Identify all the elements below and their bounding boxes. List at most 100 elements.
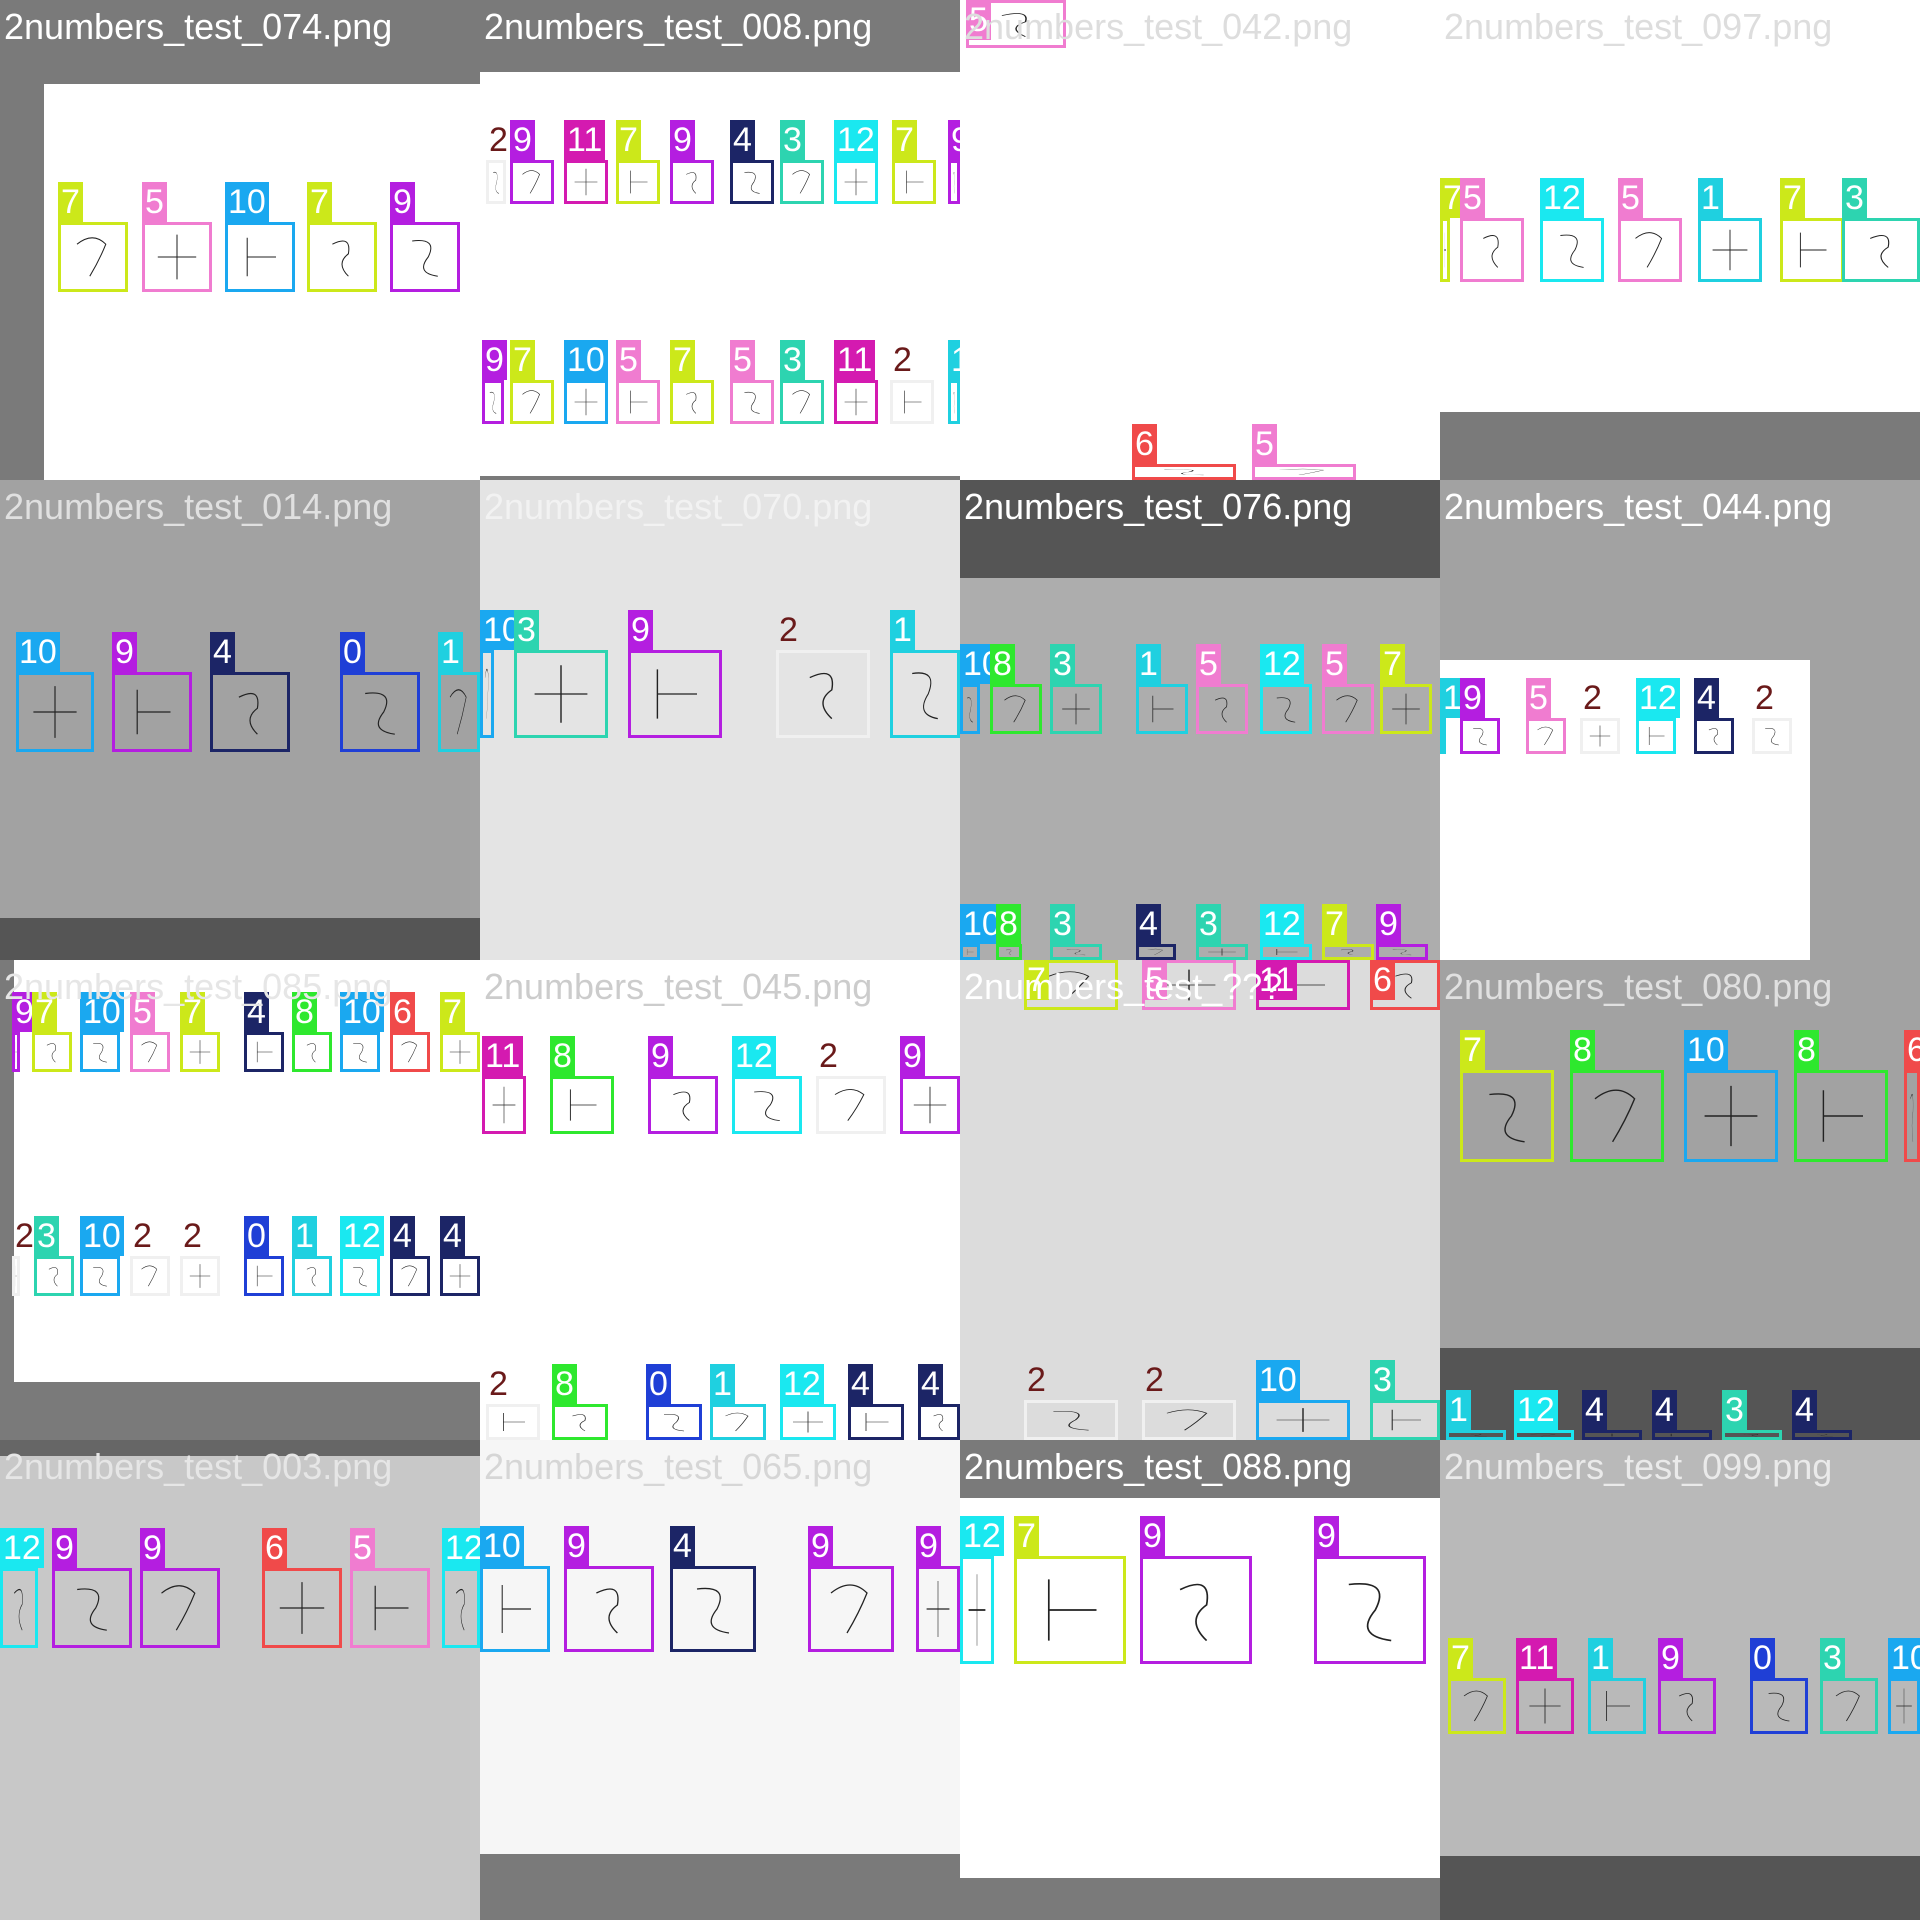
handwritten-digit — [792, 170, 810, 194]
handwritten-digit — [141, 1265, 158, 1287]
image-tile[interactable]: 2numbers_test_099.png 7 11 1 9 0 3 10 — [1440, 1440, 1920, 1920]
handwritten-digit — [1444, 232, 1446, 268]
image-tile[interactable]: 2numbers_test_076.png 10 8 3 1 5 12 5 7 10 8 3 4 3 12 7… — [960, 480, 1440, 960]
class-label: 4 — [1694, 678, 1719, 718]
handwritten-digit — [412, 240, 438, 277]
handwritten-digit — [569, 1089, 597, 1121]
detection-box — [438, 672, 480, 752]
handwritten-digit — [574, 168, 598, 196]
detection-box — [1516, 1678, 1574, 1734]
detection-box — [1588, 1678, 1646, 1734]
handwritten-digit — [1164, 469, 1204, 476]
class-label: 9 — [564, 1526, 589, 1566]
class-label: 9 — [1658, 1638, 1683, 1678]
class-label: 4 — [440, 1216, 465, 1256]
handwritten-digit — [1869, 235, 1890, 268]
detection-box — [1460, 218, 1524, 282]
image-tile[interactable]: 2numbers_test_074.png 7 5 10 7 9 — [0, 0, 480, 480]
detection-box — [616, 160, 660, 204]
detection-box — [834, 380, 878, 424]
handwritten-digit — [1340, 949, 1354, 956]
class-label: 7 — [892, 120, 917, 160]
class-label: 12 — [960, 1516, 1004, 1556]
handwritten-digit — [1208, 948, 1236, 956]
image-tile[interactable]: 2numbers_test_044.png 1 9 5 2 12 4 2 — [1440, 480, 1920, 960]
class-label: 2 — [819, 1037, 838, 1075]
handwritten-digit — [1166, 1409, 1208, 1431]
image-tile[interactable]: 2numbers_test_088.png 12 7 9 9 — [960, 1440, 1440, 1920]
detection-box — [1780, 218, 1844, 282]
handwritten-digit — [374, 1585, 409, 1631]
handwritten-digit — [754, 1091, 780, 1122]
detection-box — [1196, 944, 1248, 960]
handwritten-digit — [14, 1588, 23, 1631]
detection-box — [1460, 718, 1500, 754]
detection-box — [180, 1256, 220, 1296]
detection-box — [262, 1568, 342, 1648]
handwritten-digit — [492, 1086, 516, 1124]
detection-box — [990, 684, 1042, 734]
class-label: 0 — [340, 632, 365, 672]
handwritten-digit — [1062, 693, 1090, 725]
class-label: 9 — [648, 1036, 673, 1076]
handwritten-digit — [1047, 1579, 1097, 1641]
handwritten-digit — [93, 1266, 107, 1287]
class-label: 1 — [948, 340, 960, 380]
class-label: 3 — [1370, 1360, 1395, 1400]
class-label: 4 — [244, 992, 269, 1032]
handwritten-digit — [1635, 232, 1663, 268]
image-tile[interactable]: 2numbers_test_085.png 9 7 10 5 7 4 8 10 6 7 2 3 10 2 2 0… — [0, 960, 480, 1440]
detection-box — [730, 160, 774, 204]
class-label: 10 — [1256, 1360, 1300, 1400]
handwritten-digit — [844, 168, 868, 196]
detection-box — [1376, 944, 1428, 960]
detection-box — [140, 1568, 220, 1648]
image-tile[interactable]: 2numbers_test_042.png 5 6 5 — [960, 0, 1440, 480]
image-tile[interactable]: 2numbers_test_065.png 10 9 4 9 9 — [480, 1440, 960, 1920]
detection-box — [440, 1256, 480, 1296]
class-label: 1 — [1446, 1390, 1471, 1430]
handwritten-digit — [522, 390, 540, 414]
class-label: 2 — [779, 611, 798, 649]
detection-box — [816, 1076, 886, 1134]
handwritten-digit — [913, 1086, 947, 1124]
handwritten-digit — [1822, 1090, 1863, 1142]
handwritten-digit — [136, 689, 171, 735]
detection-box — [1460, 1070, 1554, 1162]
handwritten-digit — [365, 692, 395, 735]
handwritten-digit — [968, 1574, 986, 1646]
tile-filename: 2numbers_test_076.png — [964, 486, 1353, 527]
detection-box — [480, 1566, 550, 1652]
detection-box — [514, 650, 608, 738]
class-label: 5 — [130, 992, 155, 1032]
handwritten-digit — [673, 1091, 691, 1121]
detection-box — [1322, 684, 1374, 734]
tile-filename: 2numbers_test_070.png — [484, 486, 873, 527]
handwritten-digit — [663, 1414, 685, 1432]
image-tile[interactable]: 2numbers_test_??? 7 5 11 6 2 2 10 3 — [960, 960, 1440, 1440]
image-tile[interactable]: 2numbers_test_097.png 7 5 12 5 1 7 3 — [1440, 0, 1920, 480]
class-label: 11 — [834, 340, 876, 380]
handwritten-digit — [1463, 1690, 1488, 1722]
image-tile[interactable]: 2numbers_test_008.png2911794312799710575… — [480, 0, 960, 480]
handwritten-digit — [1162, 969, 1216, 1001]
handwritten-digit — [238, 692, 259, 735]
image-tile[interactable]: 2numbers_test_045.png 11 8 9 12 2 9 2 8 0 1 12 4 4 — [480, 960, 960, 1440]
image-tile[interactable]: 2numbers_test_003.png 12 9 9 6 5 12 — [0, 1440, 480, 1920]
image-tile[interactable]: 2numbers_test_014.png 10 9 4 0 1 — [0, 480, 480, 960]
class-label: 8 — [292, 992, 317, 1032]
class-label: 3 — [780, 340, 805, 380]
class-label: 7 — [307, 182, 332, 222]
image-tile[interactable]: 2numbers_test_070.png 10 3 9 2 1 — [480, 480, 960, 960]
handwritten-digit — [76, 237, 107, 277]
handwritten-digit — [449, 1264, 471, 1288]
tile-filename: 2numbers_test_003.png — [4, 1446, 393, 1487]
detection-box — [12, 1032, 20, 1072]
image-tile[interactable]: 2numbers_test_080.png 7 8 10 8 6 1 12 4 4 3 4 — [1440, 960, 1920, 1440]
class-label: 11 — [1256, 960, 1298, 1000]
class-label: 7 — [440, 992, 465, 1032]
class-label: 2 — [489, 1365, 508, 1403]
class-label: 3 — [1722, 1390, 1747, 1430]
class-label: 2 — [133, 1217, 152, 1255]
background-region — [1440, 1856, 1920, 1920]
